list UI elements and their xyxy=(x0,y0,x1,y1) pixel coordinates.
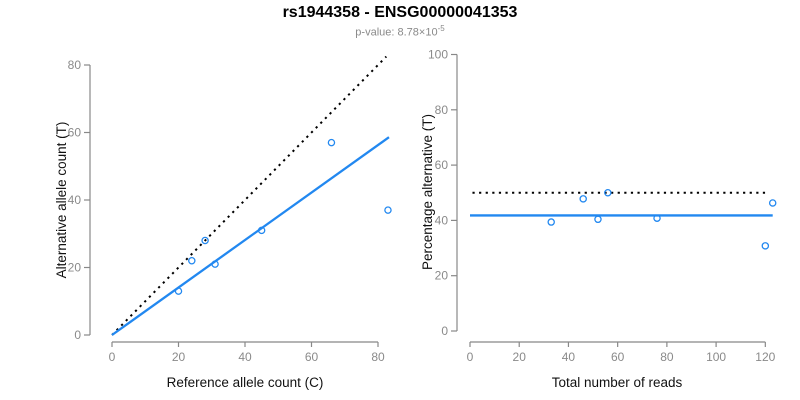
x-axis: 0 20 40 60 80 Reference allele count (C) xyxy=(109,341,385,390)
data-point xyxy=(257,226,266,235)
x-tick-label: 100 xyxy=(706,350,726,364)
data-point xyxy=(174,287,183,295)
x-tick-label: 80 xyxy=(371,350,385,364)
y-tick-label: 0 xyxy=(441,324,448,338)
x-tick-label: 20 xyxy=(172,350,186,364)
y-tick-label: 0 xyxy=(74,328,81,342)
data-point xyxy=(653,214,661,222)
x-tick-label: 80 xyxy=(660,350,674,364)
x-tick-label: 40 xyxy=(238,350,252,364)
y-tick-label: 60 xyxy=(68,126,82,140)
data-point xyxy=(604,188,612,197)
data-points xyxy=(174,138,392,295)
data-point xyxy=(201,236,209,245)
regression-line xyxy=(111,136,390,336)
y-axis: 0 20 40 60 80 100 Percentage alternative (T) xyxy=(420,48,458,338)
data-point xyxy=(768,199,777,207)
left-plot: 0 20 40 60 80 Reference allele count (C) 0 20 40… xyxy=(54,55,392,390)
y-tick-label: 100 xyxy=(428,48,448,62)
x-tick-label: 120 xyxy=(755,350,775,364)
data-point xyxy=(211,260,219,268)
right-plot: 0 20 40 60 80 100 120 Total number of reads 0 20 4… xyxy=(420,48,777,390)
data-point xyxy=(579,195,587,203)
data-point xyxy=(547,218,555,226)
data-point xyxy=(761,242,770,250)
x-tick-label: 20 xyxy=(513,350,527,364)
x-tick-label: 60 xyxy=(305,350,319,364)
data-point xyxy=(384,206,392,214)
identity-line xyxy=(111,55,388,336)
data-point xyxy=(594,215,602,224)
y-tick-label: 80 xyxy=(68,58,82,72)
y-tick-label: 40 xyxy=(435,213,449,227)
x-tick-label: 40 xyxy=(562,350,576,364)
y-axis-title: Percentage alternative (T) xyxy=(420,114,435,270)
y-tick-label: 60 xyxy=(435,158,449,172)
y-tick-label: 80 xyxy=(435,103,449,117)
x-axis-title: Reference allele count (C) xyxy=(167,375,324,390)
y-axis-title: Alternative allele count (T) xyxy=(54,122,69,279)
data-point xyxy=(327,138,336,147)
y-tick-label: 40 xyxy=(68,193,82,207)
x-axis-title: Total number of reads xyxy=(552,375,683,390)
y-tick-label: 20 xyxy=(68,261,82,275)
data-points xyxy=(547,188,777,250)
y-axis: 0 20 40 60 80 Alternative allele count (T) xyxy=(54,58,91,342)
x-axis: 0 20 40 60 80 100 120 Total number of reads xyxy=(467,341,776,390)
data-point xyxy=(188,256,196,265)
x-tick-label: 0 xyxy=(109,350,116,364)
x-tick-label: 0 xyxy=(467,350,474,364)
x-tick-label: 60 xyxy=(611,350,625,364)
y-tick-label: 20 xyxy=(435,269,449,283)
